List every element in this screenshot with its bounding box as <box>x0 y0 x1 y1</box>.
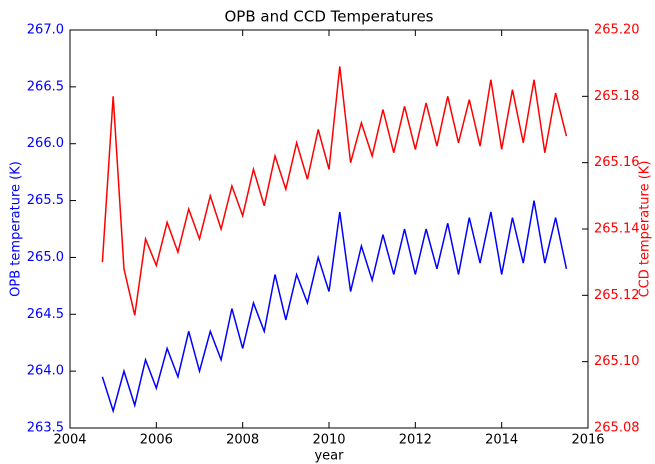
x-tick-label: 2014 <box>485 433 518 448</box>
y-tick-label: 265.0 <box>27 250 64 265</box>
y2-tick-label: 265.20 <box>594 23 640 38</box>
y-tick-label: 266.5 <box>27 79 64 94</box>
x-axis-label: year <box>314 449 344 464</box>
x-tick-label: 2010 <box>312 433 345 448</box>
x-tick-label: 2006 <box>140 433 173 448</box>
x-tick-label: 2012 <box>399 433 432 448</box>
y-tick-label: 264.5 <box>27 307 64 322</box>
y2-tick-label: 265.12 <box>594 288 640 303</box>
x-tick-label: 2008 <box>226 433 259 448</box>
y-tick-label: 263.5 <box>27 421 64 436</box>
y-tick-label: 266.0 <box>27 136 64 151</box>
y2-tick-label: 265.10 <box>594 354 640 369</box>
y2-tick-label: 265.16 <box>594 155 640 170</box>
y2-tick-label: 265.14 <box>594 222 640 237</box>
data-line <box>101 66 568 316</box>
x-tick-label: 2016 <box>571 433 604 448</box>
y-tick-label: 267.0 <box>27 23 64 38</box>
y-tick-label: 265.5 <box>27 193 64 208</box>
data-line <box>101 200 568 414</box>
y2-axis-label: CCD temperature (K) <box>638 161 653 298</box>
y-axis-label: OPB temperature (K) <box>9 161 24 297</box>
chart-title: OPB and CCD Temperatures <box>225 8 434 26</box>
y2-tick-label: 265.08 <box>594 421 640 436</box>
x-tick-label: 2004 <box>53 433 86 448</box>
y2-tick-label: 265.18 <box>594 89 640 104</box>
y-tick-label: 264.0 <box>27 364 64 379</box>
